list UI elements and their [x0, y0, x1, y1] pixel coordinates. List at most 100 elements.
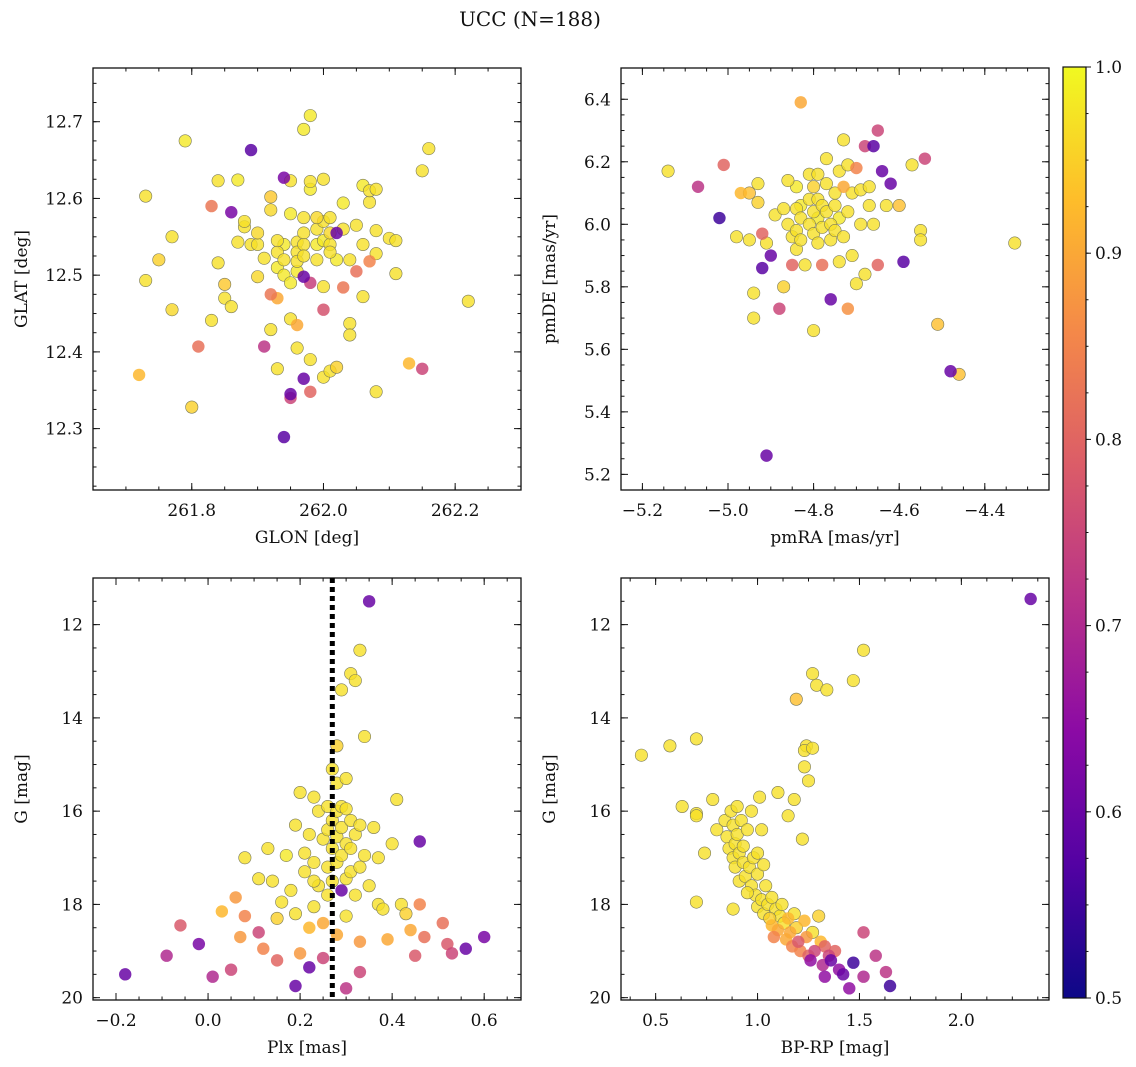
data-point — [1024, 592, 1037, 606]
data-point — [879, 965, 893, 979]
data-point — [317, 303, 330, 316]
data-point — [297, 372, 310, 385]
data-point — [174, 919, 187, 932]
data-point — [795, 832, 809, 846]
x-tick-label: 0.0 — [195, 1011, 222, 1031]
data-point — [353, 935, 367, 948]
data-point — [270, 234, 284, 248]
x-tick-label: 262.0 — [299, 501, 348, 521]
data-point — [316, 916, 330, 930]
data-point — [836, 968, 850, 981]
data-point — [139, 274, 153, 288]
data-point — [775, 897, 789, 911]
data-point — [349, 218, 363, 232]
y-tick-label: 5.8 — [584, 278, 611, 298]
data-point — [798, 914, 811, 927]
data-point — [837, 230, 851, 244]
data-point — [846, 674, 860, 688]
data-point — [422, 142, 436, 156]
data-point — [740, 886, 754, 900]
data-point — [698, 846, 712, 860]
data-point — [224, 300, 238, 314]
data-point — [139, 189, 153, 203]
data-point — [343, 253, 357, 267]
data-point — [185, 400, 199, 414]
data-point — [756, 227, 769, 240]
data-point — [661, 164, 675, 178]
colorbar-tick-label: 0.8 — [1095, 430, 1122, 450]
data-point — [734, 186, 748, 200]
data-point — [265, 874, 279, 888]
data-point — [229, 891, 242, 904]
data-point — [348, 888, 362, 902]
data-point — [445, 947, 459, 960]
data-point — [335, 884, 348, 897]
x-tick-label: −0.2 — [95, 1011, 136, 1031]
data-point — [773, 302, 786, 315]
data-point — [293, 785, 307, 799]
data-point — [751, 177, 765, 191]
data-point — [389, 267, 403, 281]
data-point — [818, 940, 832, 953]
data-point — [706, 792, 720, 806]
data-point — [284, 207, 298, 221]
data-point — [307, 874, 321, 888]
panel-glon-glat: 261.8 262.0 262.2 12.3 12.4 12.5 12.6 12.7 GLON … — [12, 67, 522, 548]
data-point — [807, 324, 821, 338]
data-point — [850, 161, 863, 175]
data-point — [231, 173, 245, 187]
data-point — [353, 965, 367, 979]
data-point — [350, 265, 363, 278]
data-point — [879, 199, 893, 213]
data-point — [742, 233, 756, 247]
data-point — [845, 249, 859, 263]
data-point — [251, 270, 265, 284]
data-point — [767, 930, 781, 944]
colorbar-tick-label: 0.7 — [1095, 617, 1122, 637]
x-tick-label: 262.2 — [431, 501, 480, 521]
data-point — [892, 199, 906, 213]
data-point — [303, 921, 316, 934]
data-point — [710, 823, 724, 837]
data-point — [316, 951, 330, 965]
data-point — [787, 792, 801, 806]
data-point — [288, 907, 302, 921]
data-point — [330, 226, 343, 240]
y-tick-label: 5.2 — [584, 465, 611, 485]
x-axis-label: BP-RP [mag] — [781, 1038, 890, 1058]
y-tick-label: 20 — [61, 989, 83, 1009]
data-point — [335, 820, 349, 834]
axes-frame — [92, 577, 522, 1001]
y-tick-label: 12.7 — [45, 113, 83, 133]
data-point — [862, 180, 876, 194]
x-tick-label: 261.8 — [167, 501, 216, 521]
data-point — [854, 217, 868, 231]
data-point — [264, 288, 277, 301]
data-point — [279, 848, 293, 862]
data-point — [358, 730, 372, 744]
data-point — [753, 790, 767, 804]
data-point — [297, 122, 311, 136]
data-point — [819, 177, 833, 191]
data-point — [160, 949, 173, 962]
data-point — [303, 961, 316, 974]
data-point — [755, 823, 769, 837]
data-point — [270, 954, 284, 967]
data-point — [298, 846, 312, 860]
data-point — [884, 177, 897, 190]
data-point — [783, 926, 797, 939]
data-point — [290, 318, 304, 332]
data-point — [751, 195, 765, 209]
data-point — [812, 909, 826, 923]
data-point — [730, 799, 744, 813]
data-point — [356, 290, 370, 304]
data-point — [284, 883, 298, 897]
data-point — [771, 785, 785, 799]
data-point — [818, 970, 832, 983]
data-point — [205, 199, 218, 213]
scatter-points — [661, 96, 1022, 462]
x-tick-label: 1.0 — [744, 1011, 771, 1031]
x-axis-label: pmRA [mas/yr] — [770, 528, 899, 548]
data-point — [215, 905, 229, 918]
data-point — [875, 164, 889, 178]
